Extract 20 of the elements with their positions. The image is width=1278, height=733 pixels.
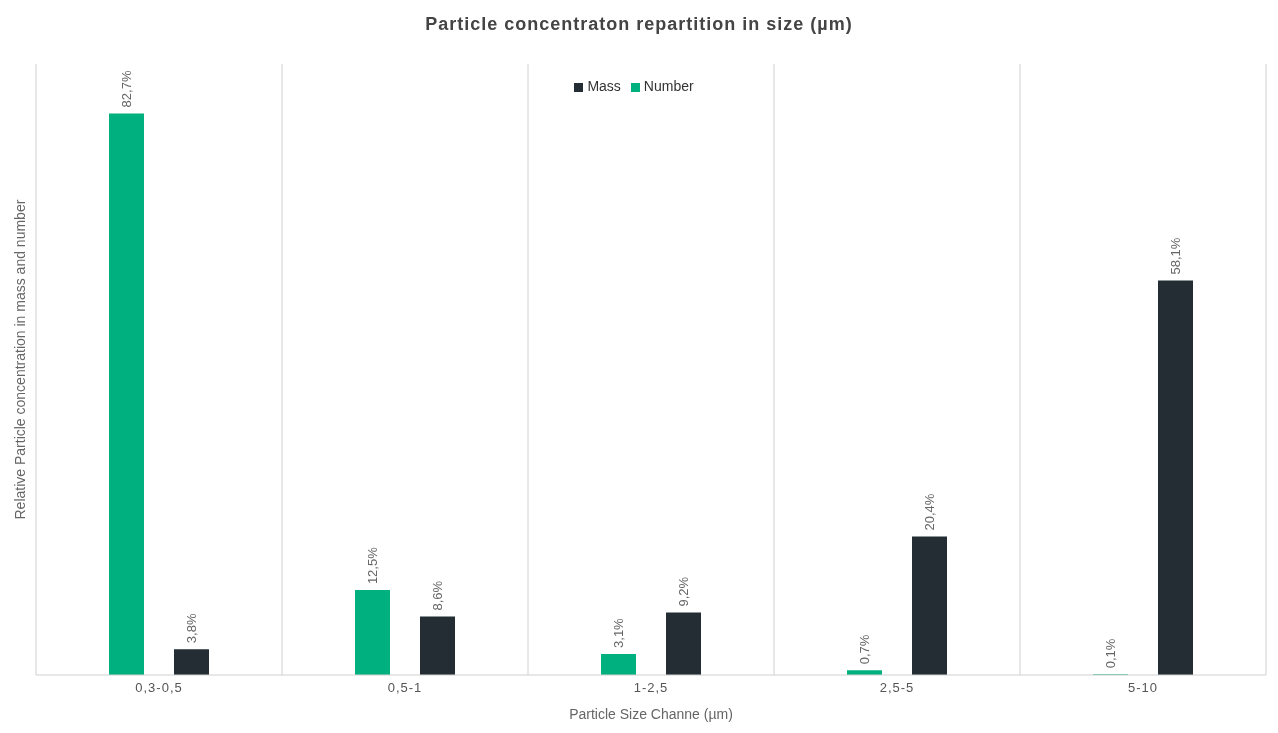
data-label: 3,8% — [184, 613, 199, 644]
x-tick-label: 0,3-0,5 — [135, 680, 183, 696]
data-label: 58,1% — [1168, 237, 1183, 275]
x-tick-label: 0,5-1 — [387, 680, 423, 696]
data-label: 20,4% — [922, 493, 937, 531]
data-label: 0,1% — [1103, 638, 1118, 669]
data-label: 82,7% — [119, 70, 134, 108]
data-label: 12,5% — [365, 546, 380, 585]
x-tick-label: 2,5-5 — [879, 680, 915, 696]
data-label: 8,6% — [430, 580, 445, 611]
legend-label: Mass — [587, 78, 621, 94]
data-label: 0,7% — [857, 634, 872, 665]
x-axis-title: Particle Size Channe (µm) — [569, 706, 733, 722]
data-label: 9,2% — [676, 576, 691, 607]
y-axis-title: Relative Particle concentration in mass and number — [11, 199, 28, 520]
legend-label: Number — [643, 78, 694, 94]
data-label: 3,1% — [611, 617, 626, 648]
chart-title: Particle concentraton repartition in size (µm) — [424, 14, 854, 35]
x-tick-label: 5-10 — [1127, 680, 1159, 696]
x-tick-label: 1-2,5 — [633, 680, 669, 696]
